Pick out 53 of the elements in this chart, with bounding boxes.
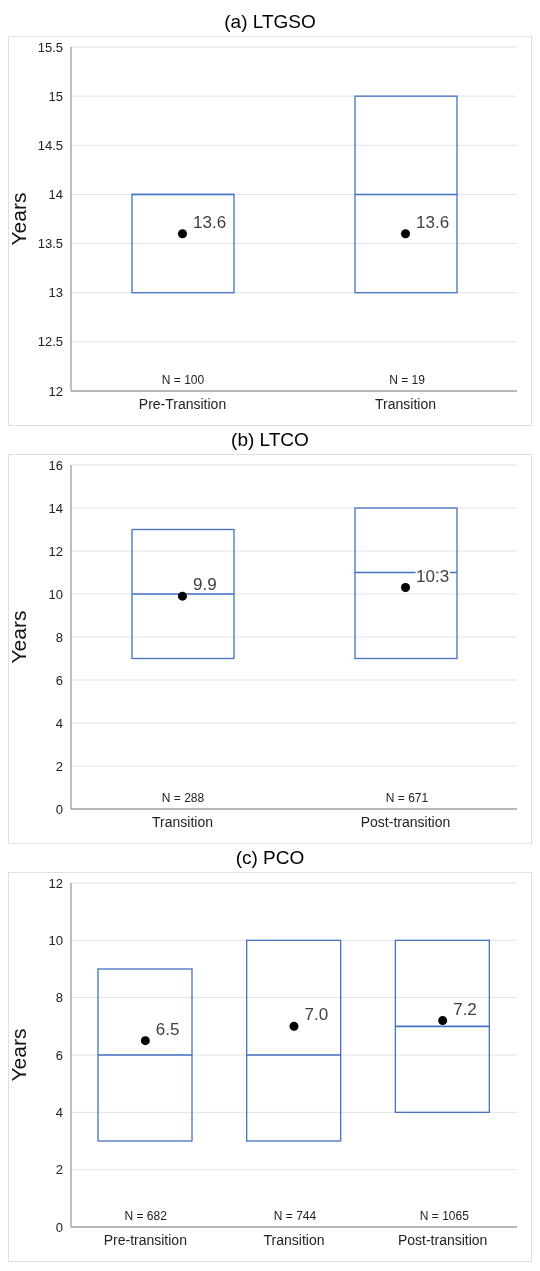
y-tick-label: 14 [48,187,63,203]
annotation: N = 671 [384,791,430,805]
y-tick-label: 14 [48,500,63,516]
x-tick-label: Pre-Transition [138,395,227,412]
y-tick-label: 16 [48,457,63,473]
y-tick-label: 13.5 [37,236,63,252]
y-tick-label: 0 [55,1219,63,1235]
point [289,1021,299,1031]
data-label: 9.9 [193,575,217,595]
x-tick-label: Post-transition [360,813,451,830]
data-label: 13.6 [193,212,227,232]
x-tick-label: Transition [375,395,436,412]
chart-title: (a) LTGSO [223,10,317,34]
y-tick-label: 6 [55,672,63,688]
y-tick-label: 2 [55,1162,63,1178]
x-tick-label: Pre-transition [103,1231,187,1248]
y-tick-label: 4 [55,715,63,731]
annotation: N = 1065 [418,1209,470,1223]
y-tick-label: 12.5 [37,334,63,350]
data-label: 7.0 [304,1005,329,1025]
annotation: N = 682 [123,1209,168,1223]
y-tick-label: 12 [48,875,63,891]
annotation: N = 19 [388,373,426,387]
annotation: N = 744 [272,1209,318,1223]
y-tick-label: 15.5 [37,39,63,55]
chart-title: (c) PCO [234,846,306,870]
annotation: N = 100 [160,373,206,387]
data-label: 6.5 [155,1019,180,1039]
data-label: 7.2 [453,999,477,1019]
y-tick-label: 10 [48,586,63,602]
y-tick-label: 10 [48,932,63,948]
point [438,1016,448,1026]
x-tick-label: Transition [152,813,213,830]
y-tick-label: 15 [48,88,63,104]
y-tick-label: 4 [55,1104,63,1120]
y-tick-label: 8 [55,990,63,1006]
data-label: 13.6 [416,212,450,232]
y-tick-label: 8 [55,629,63,645]
y-tick-label: 14.5 [37,137,63,153]
y-axis-title: Years [7,192,31,246]
chart-title: (b) LTCO [230,428,310,452]
x-tick-label: Post-transition [397,1231,488,1248]
y-tick-label: 6 [55,1047,63,1063]
x-tick-label: Transition [263,1231,325,1248]
y-tick-label: 0 [55,801,63,817]
y-axis-title: Years [7,1028,31,1082]
y-tick-label: 13 [48,285,63,301]
y-tick-label: 12 [48,383,63,399]
y-tick-label: 12 [48,543,63,559]
annotation: N = 288 [160,791,206,805]
y-tick-label: 2 [55,758,63,774]
y-axis-title: Years [7,610,31,664]
point [140,1036,150,1046]
